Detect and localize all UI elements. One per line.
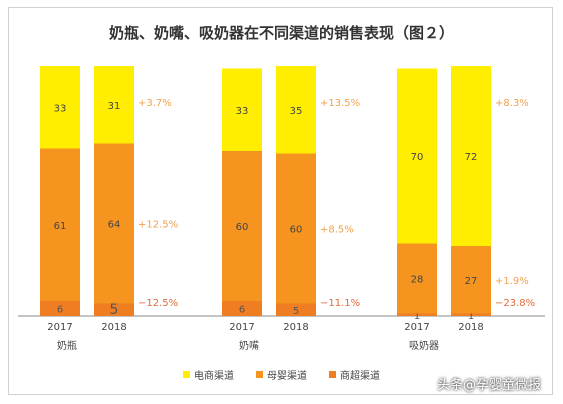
change-label-奶瓶-1: +12.5% [138, 220, 178, 231]
data-label-奶瓶-2018-0: 5 [110, 302, 119, 318]
legend-item-maternity: 母婴渠道 [256, 367, 307, 382]
data-label-奶嘴-2017-1: 60 [236, 222, 249, 233]
bar-segment-奶瓶-2017-0 [40, 301, 80, 316]
data-label-吸奶器-2018-1: 27 [465, 276, 478, 287]
year-tick-label-奶瓶-2018: 2018 [101, 322, 126, 333]
bar-segment-奶嘴-2018-0 [276, 303, 316, 316]
bar-segment-吸奶器-2018-2 [451, 66, 491, 246]
year-tick-label-吸奶器-2017: 2017 [404, 322, 429, 333]
legend-label-ecommerce: 电商渠道 [194, 371, 234, 382]
year-tick-label-吸奶器-2018: 2018 [458, 322, 483, 333]
legend-swatch-ecommerce [183, 371, 190, 378]
data-label-奶瓶-2017-2: 33 [54, 103, 67, 114]
chart-title: 奶瓶、奶嘴、吸奶器在不同渠道的销售表现（图２） [108, 24, 454, 42]
bar-segment-吸奶器-2018-0 [451, 313, 491, 316]
bar-segment-吸奶器-2017-2 [397, 68, 437, 244]
change-label-奶嘴-1: +8.5% [320, 225, 354, 236]
bar-segment-奶嘴-2017-0 [222, 301, 262, 316]
bar-segment-奶瓶-2018-1 [94, 143, 134, 304]
change-label-吸奶器-2: +8.3% [495, 98, 529, 109]
data-label-吸奶器-2018-0: 1 [468, 311, 474, 322]
category-label-奶嘴: 奶嘴 [239, 340, 259, 352]
data-label-奶瓶-2017-0: 6 [57, 305, 63, 316]
change-label-奶瓶-2: +3.7% [138, 98, 172, 109]
data-label-奶瓶-2017-1: 61 [54, 221, 67, 232]
data-label-吸奶器-2017-2: 70 [411, 152, 424, 163]
legend-item-supermarket: 商超渠道 [329, 367, 380, 382]
data-label-奶瓶-2018-2: 31 [108, 101, 121, 112]
bar-segment-吸奶器-2017-1 [397, 243, 437, 314]
bar-segment-奶瓶-2017-2 [40, 66, 80, 149]
bar-segment-吸奶器-2018-1 [451, 246, 491, 314]
legend-swatch-maternity [256, 371, 263, 378]
bar-segment-奶嘴-2017-2 [222, 68, 262, 151]
bar-segment-奶嘴-2018-2 [276, 66, 316, 154]
bar-segment-奶嘴-2017-1 [222, 151, 262, 301]
change-label-奶嘴-0: −11.1% [320, 298, 360, 309]
legend-item-ecommerce: 电商渠道 [183, 367, 234, 382]
year-tick-label-奶嘴-2018: 2018 [283, 322, 308, 333]
data-label-吸奶器-2018-2: 72 [465, 152, 478, 163]
bar-segment-奶瓶-2017-1 [40, 148, 80, 301]
legend-label-maternity: 母婴渠道 [267, 371, 307, 382]
data-label-奶嘴-2018-1: 60 [290, 225, 303, 236]
bar-segment-奶瓶-2018-2 [94, 66, 134, 144]
change-label-吸奶器-0: −23.8% [495, 298, 535, 309]
watermark: 头条@孕婴童微报 [436, 378, 541, 393]
bar-segment-奶瓶-2018-0 [94, 303, 134, 316]
change-label-奶瓶-0: −12.5% [138, 298, 178, 309]
data-label-奶嘴-2017-0: 6 [239, 305, 245, 316]
category-label-吸奶器: 吸奶器 [409, 340, 439, 352]
change-label-吸奶器-1: +1.9% [495, 276, 529, 287]
legend-label-supermarket: 商超渠道 [340, 371, 380, 382]
data-label-奶嘴-2018-0: 5 [293, 306, 299, 317]
data-label-吸奶器-2017-0: 1 [414, 311, 420, 322]
change-label-奶嘴-2: +13.5% [320, 98, 360, 109]
category-label-奶瓶: 奶瓶 [57, 339, 77, 352]
legend: 电商渠道 母婴渠道 商超渠道 [0, 367, 563, 382]
year-tick-label-奶瓶-2017: 2017 [47, 322, 72, 333]
year-tick-label-奶嘴-2017: 2017 [229, 322, 254, 333]
bar-segment-吸奶器-2017-0 [397, 313, 437, 316]
data-label-吸奶器-2017-1: 28 [411, 275, 424, 286]
data-label-奶瓶-2018-1: 64 [108, 220, 121, 231]
legend-swatch-supermarket [329, 371, 336, 378]
data-label-奶嘴-2018-2: 35 [290, 106, 303, 117]
bar-segment-奶嘴-2018-1 [276, 153, 316, 304]
data-label-奶嘴-2017-2: 33 [236, 106, 249, 117]
